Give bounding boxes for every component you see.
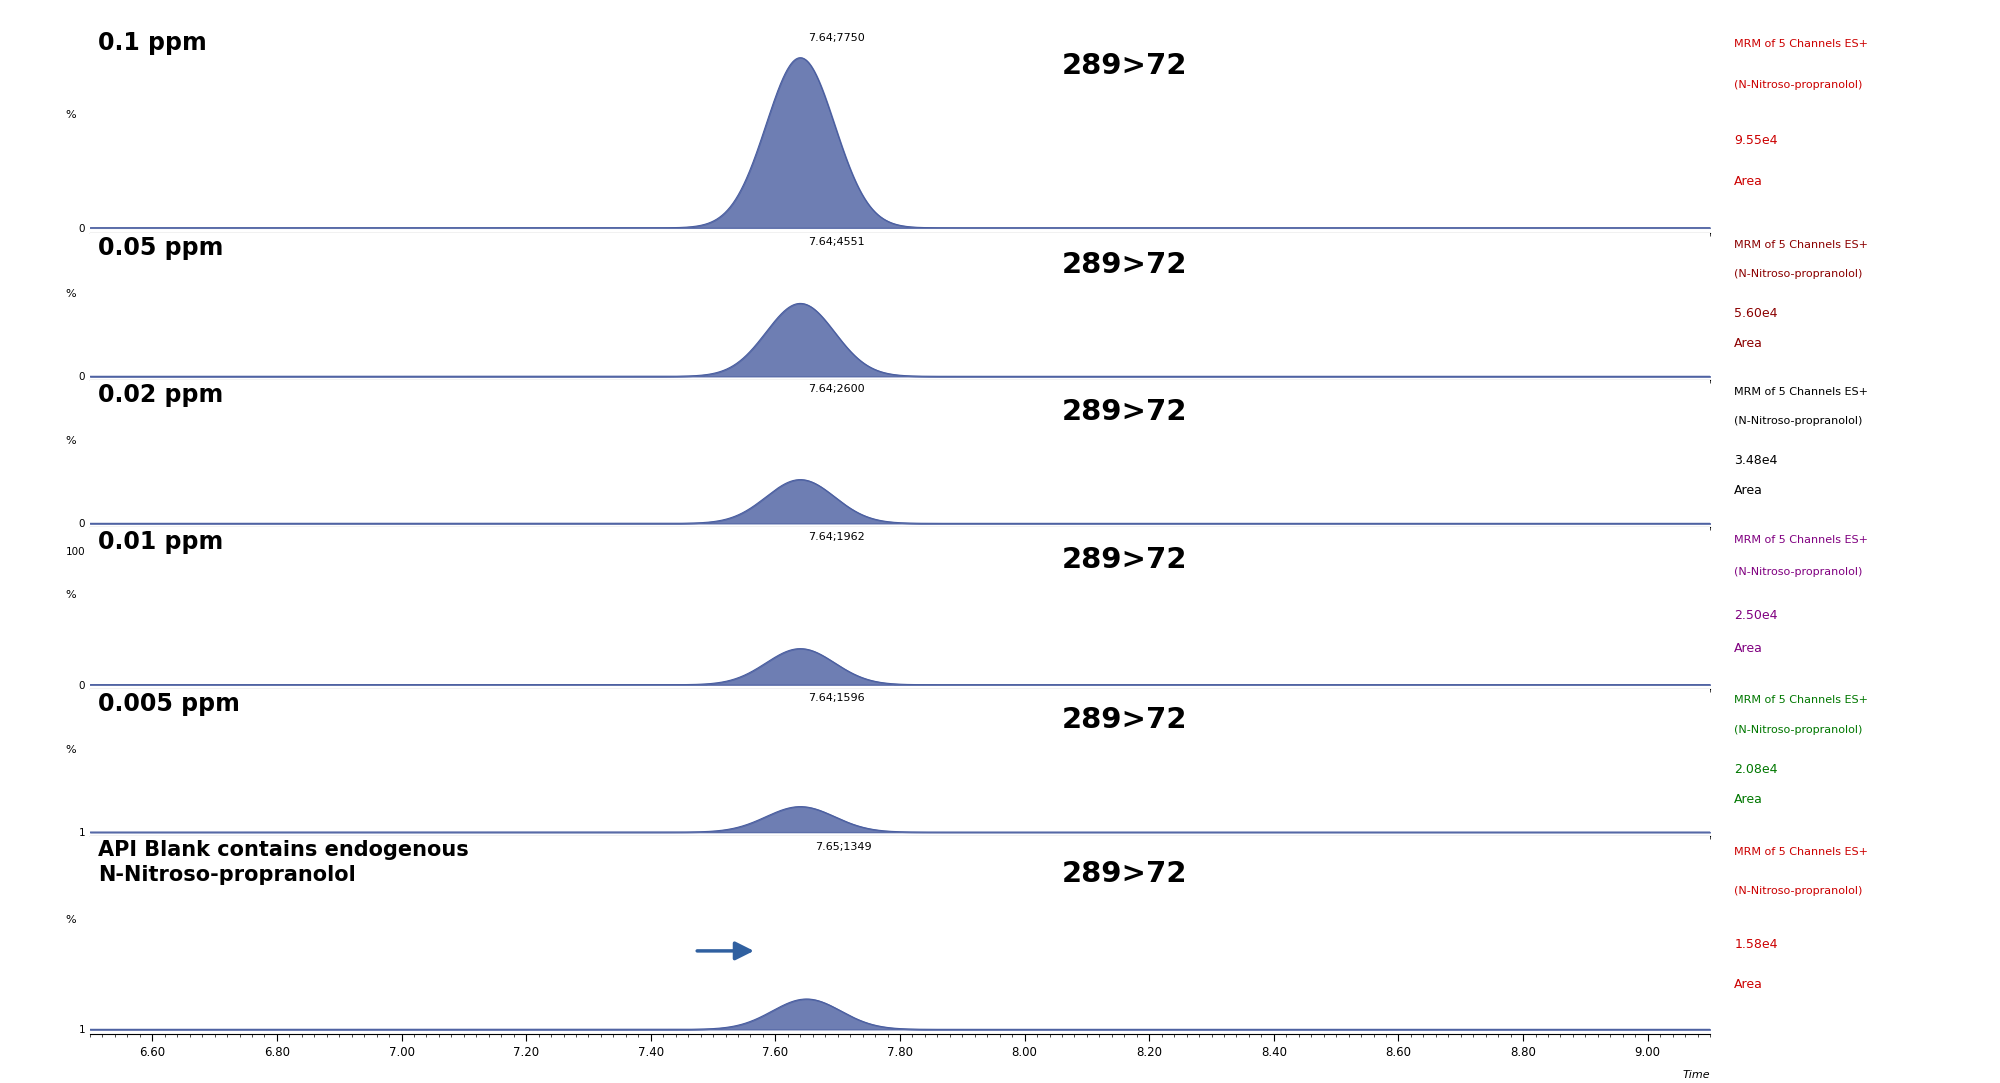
Text: 9.55e4: 9.55e4 [1734,134,1778,147]
Text: 2.08e4: 2.08e4 [1734,764,1778,777]
Text: 7.65;1349: 7.65;1349 [814,841,872,851]
Text: 7.64;1596: 7.64;1596 [808,693,866,703]
Text: Time: Time [1682,1070,1710,1080]
Text: Area: Area [1734,793,1764,806]
Text: 289>72: 289>72 [1062,706,1188,734]
Text: (N-Nitroso-propranolol): (N-Nitroso-propranolol) [1734,416,1862,426]
Text: Area: Area [1734,484,1764,497]
Text: Area: Area [1734,337,1764,350]
Y-axis label: %: % [66,915,76,925]
Text: 289>72: 289>72 [1062,52,1188,80]
Text: 7.64;4551: 7.64;4551 [808,237,866,247]
Text: Area: Area [1734,175,1764,188]
Text: 289>72: 289>72 [1062,547,1188,574]
Text: 5.60e4: 5.60e4 [1734,308,1778,321]
Text: API Blank contains endogenous
N-Nitroso-propranolol: API Blank contains endogenous N-Nitroso-… [98,839,468,885]
Text: 0.1 ppm: 0.1 ppm [98,31,206,55]
Text: 0.005 ppm: 0.005 ppm [98,692,240,716]
Text: (N-Nitroso-propranolol): (N-Nitroso-propranolol) [1734,80,1862,90]
Text: 0.01 ppm: 0.01 ppm [98,531,224,554]
Text: (N-Nitroso-propranolol): (N-Nitroso-propranolol) [1734,269,1862,279]
Y-axis label: %: % [66,109,76,120]
Text: MRM of 5 Channels ES+: MRM of 5 Channels ES+ [1734,387,1868,396]
Y-axis label: %: % [66,289,76,299]
Text: MRM of 5 Channels ES+: MRM of 5 Channels ES+ [1734,695,1868,705]
Text: (N-Nitroso-propranolol): (N-Nitroso-propranolol) [1734,725,1862,735]
Text: 2.50e4: 2.50e4 [1734,610,1778,623]
Text: 7.64;2600: 7.64;2600 [808,384,866,394]
Text: (N-Nitroso-propranolol): (N-Nitroso-propranolol) [1734,886,1862,897]
Text: 7.64;7750: 7.64;7750 [808,34,866,43]
Text: 289>72: 289>72 [1062,397,1188,426]
Text: 7.64;1962: 7.64;1962 [808,532,866,542]
Text: (N-Nitroso-propranolol): (N-Nitroso-propranolol) [1734,567,1862,577]
Y-axis label: %: % [66,590,76,600]
Text: MRM of 5 Channels ES+: MRM of 5 Channels ES+ [1734,535,1868,545]
Y-axis label: %: % [66,436,76,446]
Text: Area: Area [1734,642,1764,655]
Text: 0.05 ppm: 0.05 ppm [98,236,224,260]
Text: MRM of 5 Channels ES+: MRM of 5 Channels ES+ [1734,847,1868,857]
Text: MRM of 5 Channels ES+: MRM of 5 Channels ES+ [1734,239,1868,250]
Y-axis label: %: % [66,745,76,755]
Text: MRM of 5 Channels ES+: MRM of 5 Channels ES+ [1734,39,1868,49]
Text: 289>72: 289>72 [1062,250,1188,278]
Text: 0.02 ppm: 0.02 ppm [98,383,224,407]
Text: 3.48e4: 3.48e4 [1734,455,1778,468]
Text: 1.58e4: 1.58e4 [1734,939,1778,952]
Text: Area: Area [1734,978,1764,991]
Text: 289>72: 289>72 [1062,860,1188,888]
